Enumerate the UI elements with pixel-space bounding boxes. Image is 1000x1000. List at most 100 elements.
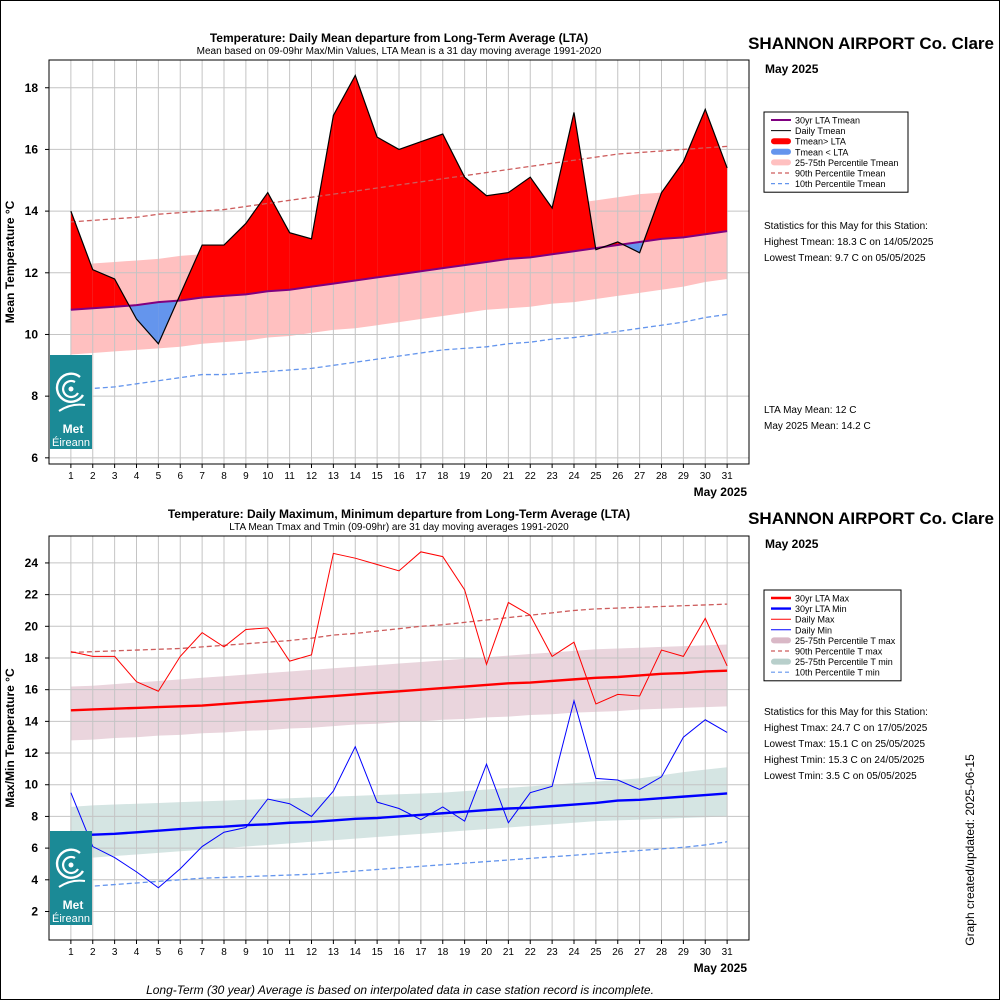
x-tick-label: 21: [503, 947, 515, 958]
mean-chart-title: Temperature: Daily Mean departure from L…: [210, 31, 588, 45]
x-tick-label: 25: [590, 947, 602, 958]
x-tick-label: 19: [459, 947, 471, 958]
above-lta-fill: [202, 245, 224, 298]
swirl-center: [68, 862, 74, 868]
above-lta-fill: [377, 137, 399, 278]
maxmin-y-axis-label: Max/Min Temperature °C: [3, 668, 17, 808]
x-tick-label: 9: [243, 471, 249, 482]
swirl-arc: [58, 879, 86, 888]
swirl-arc: [55, 848, 85, 879]
x-tick-label: 11: [284, 471, 295, 482]
maxmin-stats-line: Highest Tmin: 15.3 C on 24/05/2025: [764, 755, 925, 766]
below-lta-fill: [136, 302, 159, 344]
y-tick-label: 10: [25, 778, 39, 792]
x-tick-label: 27: [634, 471, 646, 482]
p90-tmean-line: [70, 145, 728, 223]
x-tick-label: 5: [156, 947, 162, 958]
x-tick-label: 13: [328, 471, 340, 482]
logo-text-eireann: Éireann: [52, 436, 90, 449]
x-tick-label: 29: [678, 471, 690, 482]
y-tick-label: 16: [25, 142, 39, 156]
y-tick-label: 22: [25, 588, 39, 602]
x-tick-label: 30: [700, 471, 712, 482]
above-lta-fill: [70, 211, 93, 310]
above-lta-fill: [530, 177, 553, 258]
x-tick-label: 1: [68, 947, 74, 958]
above-lta-fill: [464, 177, 487, 266]
x-tick-label: 8: [221, 471, 227, 482]
legend-entry: Tmean> LTA: [795, 137, 846, 147]
above-lta-fill: [705, 109, 728, 235]
x-tick-label: 26: [612, 471, 624, 482]
lta-max-line: [70, 669, 728, 712]
legend-swatch: [771, 637, 791, 644]
legend-box: [763, 589, 902, 682]
x-tick-label: 29: [678, 947, 690, 958]
y-tick-label: 20: [25, 619, 39, 633]
y-tick-label: 6: [31, 451, 38, 465]
x-tick-label: 26: [612, 947, 624, 958]
legend-swatch: [771, 138, 791, 145]
daily-tmean-line: [70, 73, 728, 345]
swirl-arc: [58, 403, 86, 412]
legend-swatch: [771, 658, 791, 665]
y-tick-label: 8: [31, 809, 38, 823]
y-tick-label: 12: [25, 746, 39, 760]
y-tick-label: 2: [31, 904, 38, 918]
legend-entry: Tmean < LTA: [795, 147, 848, 157]
mean-chart-subtitle: Mean based on 09-09hr Max/Min Values, LT…: [197, 46, 602, 57]
x-tick-label: 18: [437, 947, 449, 958]
mean-stats-heading: Statistics for this May for this Station…: [764, 221, 928, 232]
x-tick-label: 10: [262, 471, 274, 482]
above-lta-fill: [508, 177, 531, 259]
legend-entry: Daily Min: [795, 625, 832, 635]
x-tick-label: 11: [284, 947, 295, 958]
x-tick-label: 28: [656, 947, 668, 958]
legend-entry: 25-75th Percentile T min: [795, 657, 893, 667]
legend-entry: 25-75th Percentile Tmean: [795, 158, 898, 168]
above-lta-fill: [289, 232, 312, 290]
legend-entry: 90th Percentile T max: [795, 647, 883, 657]
legend-entry: Daily Max: [795, 615, 835, 625]
x-tick-label: 2: [90, 947, 96, 958]
station-title-bottom: SHANNON AIRPORT Co. Clare: [748, 509, 994, 528]
x-tick-label: 10: [262, 947, 274, 958]
p90-tmax-line: [70, 603, 728, 654]
maxmin-panel-header: Temperature: Daily Maximum, Minimum depa…: [168, 507, 994, 551]
x-tick-label: 13: [328, 947, 340, 958]
mean-x-axis-label: May 2025: [694, 485, 748, 499]
lta-tmean-line: [70, 230, 728, 311]
above-lta-fill: [552, 112, 574, 255]
mean-y-axis-label: Mean Temperature °C: [3, 200, 17, 323]
y-tick-label: 16: [25, 683, 39, 697]
above-lta-fill: [355, 75, 378, 281]
lta-min-line: [70, 792, 728, 837]
lta-may-mean: LTA May Mean: 12 C: [764, 405, 856, 416]
period-label-bottom: May 2025: [765, 537, 819, 551]
x-tick-label: 16: [393, 471, 405, 482]
x-tick-label: 24: [568, 947, 580, 958]
legend-swatch: [771, 148, 791, 155]
x-tick-label: 14: [350, 471, 362, 482]
above-lta-fill: [683, 109, 706, 238]
above-lta-fill: [333, 75, 356, 284]
p10-tmin-line: [70, 841, 728, 889]
x-tick-label: 16: [393, 947, 405, 958]
x-tick-label: 20: [481, 471, 493, 482]
x-tick-label: 17: [415, 471, 427, 482]
y-tick-label: 4: [31, 873, 38, 887]
x-tick-label: 20: [481, 947, 493, 958]
x-tick-label: 7: [199, 947, 205, 958]
swirl-arc: [61, 855, 79, 875]
maxmin-x-axis-label: May 2025: [694, 961, 748, 975]
x-tick-label: 1: [68, 471, 74, 482]
above-lta-fill: [92, 269, 115, 309]
legend-entry: 30yr LTA Max: [795, 594, 850, 604]
x-tick-label: 25: [590, 471, 602, 482]
x-tick-label: 15: [372, 471, 384, 482]
x-tick-label: 4: [134, 471, 140, 482]
